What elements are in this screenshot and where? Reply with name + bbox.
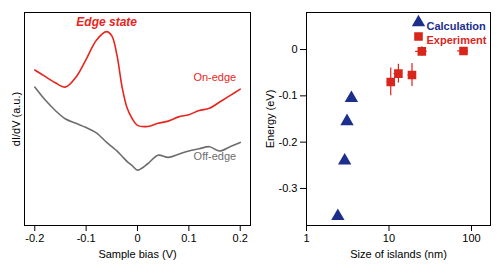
svg-text:-0.2: -0.2 (25, 232, 44, 244)
svg-text:10: 10 (383, 232, 395, 244)
svg-text:100: 100 (462, 232, 480, 244)
svg-text:0.2: 0.2 (233, 232, 248, 244)
svg-text:Experiment: Experiment (427, 34, 487, 46)
svg-text:Sample bias (V): Sample bias (V) (98, 248, 176, 260)
svg-text:Edge state: Edge state (76, 15, 137, 29)
svg-text:On-edge: On-edge (193, 71, 236, 83)
svg-text:-0.1: -0.1 (77, 232, 96, 244)
svg-text:0: 0 (291, 43, 297, 55)
svg-text:-0.3: -0.3 (279, 182, 298, 194)
svg-text:0: 0 (134, 232, 140, 244)
svg-text:Off-edge: Off-edge (194, 150, 237, 162)
svg-text:Energy (eV): Energy (eV) (264, 90, 276, 149)
svg-text:0.1: 0.1 (181, 232, 196, 244)
svg-text:Size of islands (nm): Size of islands (nm) (350, 248, 447, 260)
svg-text:-0.2: -0.2 (279, 136, 298, 148)
svg-text:-0.1: -0.1 (279, 89, 298, 101)
svg-text:dI/dV (a.u.): dI/dV (a.u.) (10, 92, 22, 146)
svg-text:Calculation: Calculation (427, 20, 487, 32)
svg-text:1: 1 (303, 232, 309, 244)
